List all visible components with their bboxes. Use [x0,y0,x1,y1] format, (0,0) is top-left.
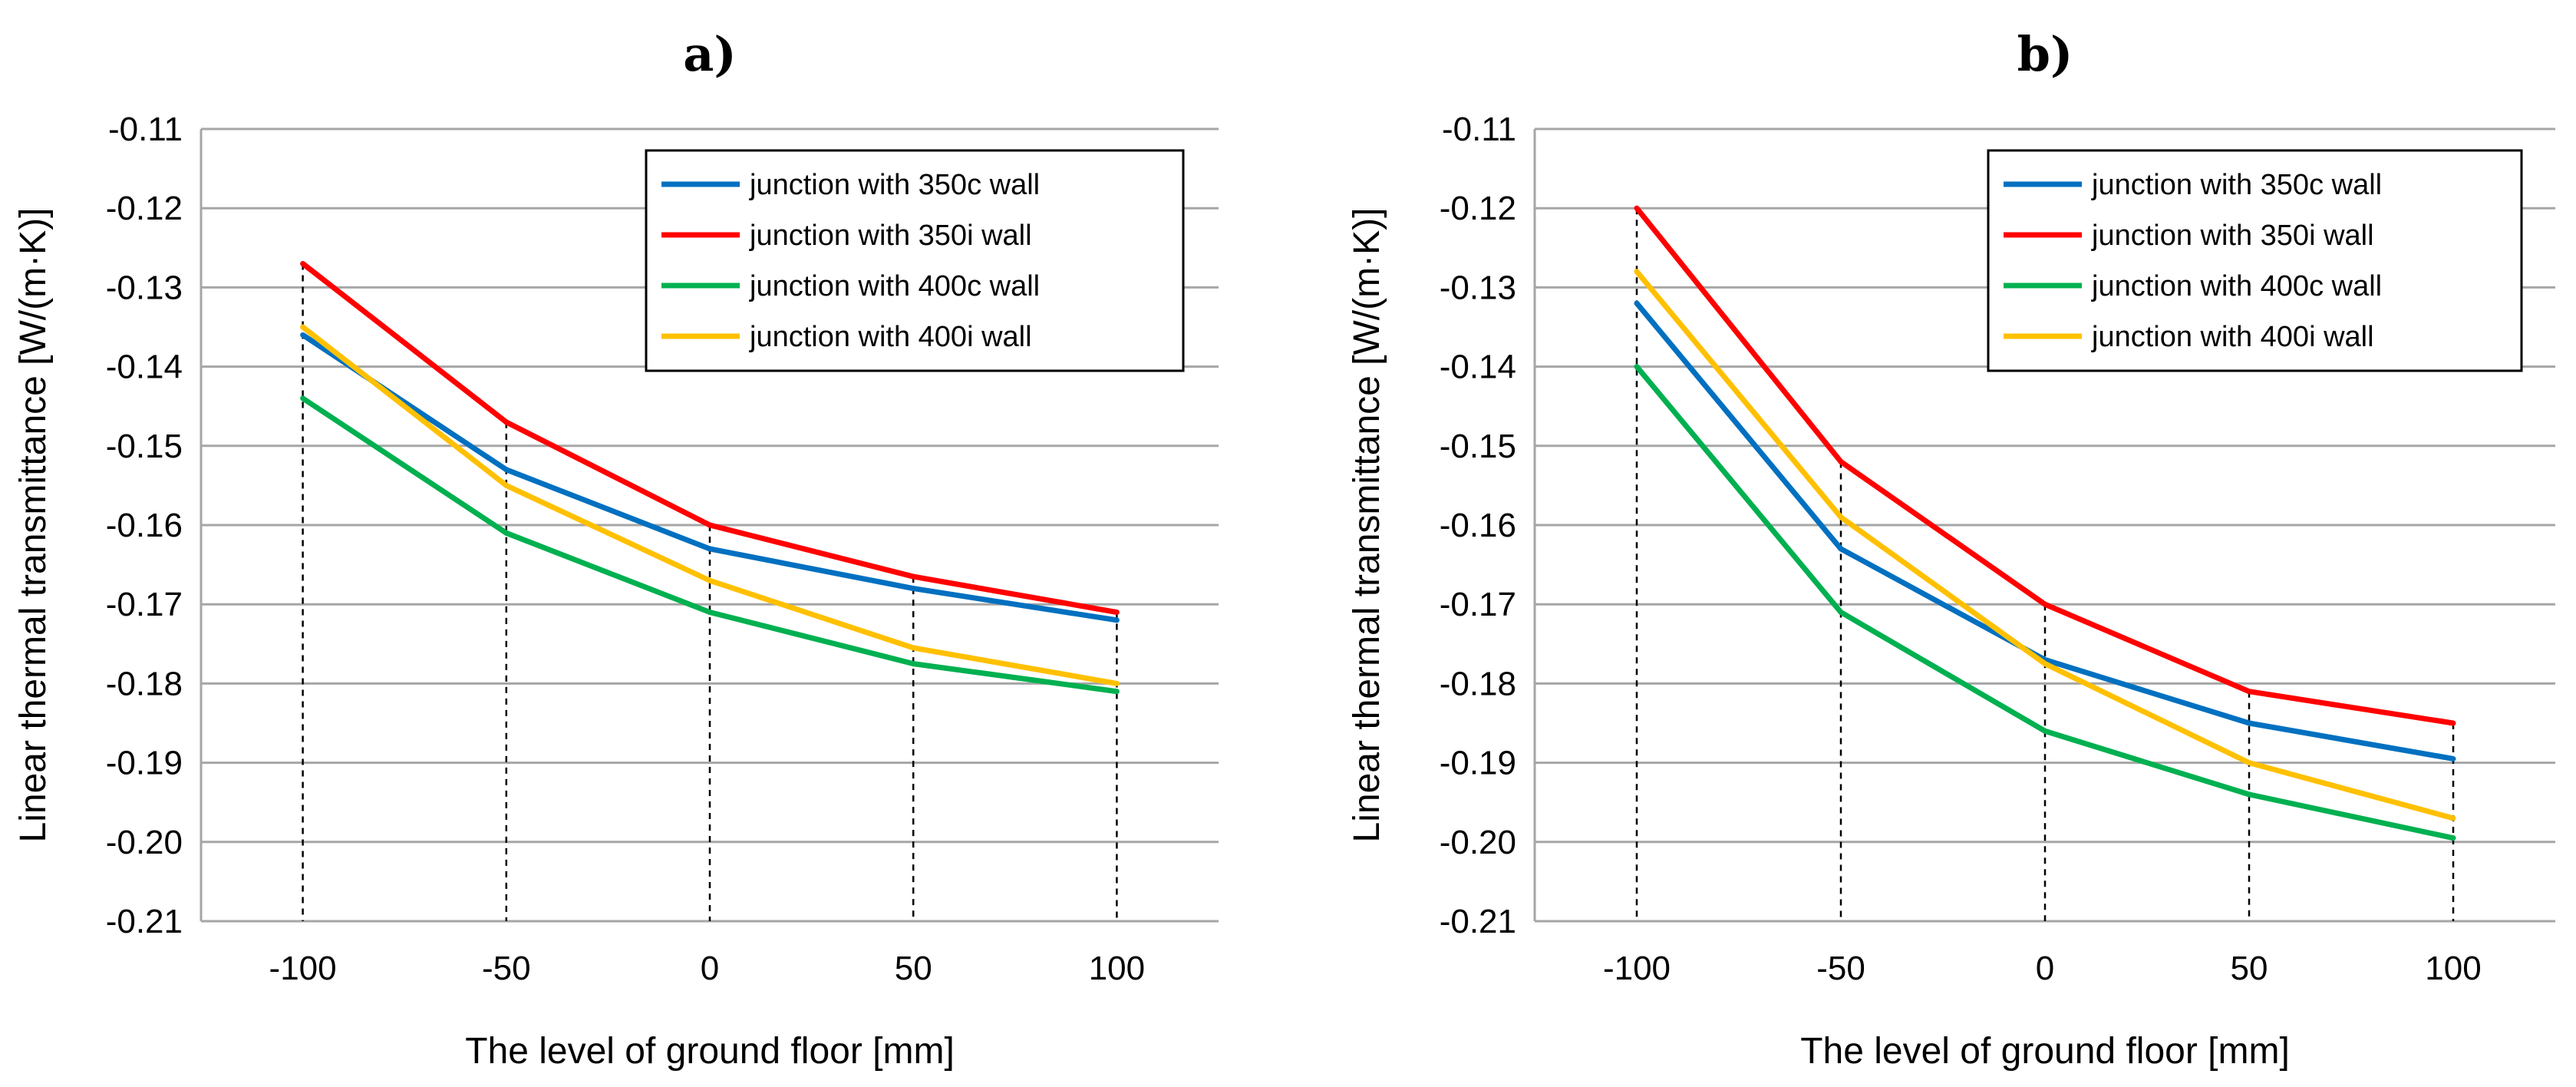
legend: junction with 350c wall junction with 350… [645,149,1185,372]
data-point [300,395,306,401]
data-point [2450,755,2456,762]
data-point [707,546,713,552]
x-tick-label: 50 [895,950,932,987]
x-tick-label: 0 [701,950,719,987]
data-point [2042,661,2048,667]
y-tick-label: -0.17 [1440,586,1516,623]
data-point [707,610,713,616]
x-axis-label: The level of ground floor [mm] [1800,1031,2290,1072]
y-tick-label: -0.17 [106,586,183,623]
data-point [503,530,510,536]
data-point [2042,601,2048,607]
x-tick-label: 100 [2425,950,2481,987]
legend-label: junction with 350c wall [749,169,1040,201]
y-axis-label: Linear thermal transmittance [W/(m·K)] [13,208,54,843]
legend-label: junction with 350i wall [2091,220,2374,252]
data-point [2246,689,2252,695]
data-point [2042,728,2048,734]
chart-title: a) [683,26,737,82]
x-tick-label: -50 [1816,950,1865,987]
data-point [1634,300,1640,306]
data-point [1113,617,1120,623]
y-tick-label: -0.19 [106,745,183,782]
data-point [2246,720,2252,726]
legend-label: junction with 400i wall [2091,321,2374,353]
y-tick-label: -0.20 [1440,824,1516,861]
data-point [1634,205,1640,211]
data-point [2450,720,2456,726]
x-tick-label: -50 [482,950,531,987]
data-point [1838,610,1844,616]
data-point [707,577,713,583]
y-tick-label: -0.20 [106,824,183,861]
data-point [1838,546,1844,552]
data-point [1113,610,1120,616]
data-point [300,324,306,330]
y-tick-label: -0.11 [1442,111,1516,148]
y-tick-label: -0.18 [106,665,183,702]
y-tick-label: -0.16 [106,507,183,544]
y-tick-label: -0.14 [106,349,183,386]
legend-label: junction with 350c wall [2091,169,2382,201]
y-tick-label: -0.19 [1440,745,1516,782]
data-point [707,522,713,528]
data-point [1838,458,1844,464]
x-tick-label: -100 [1603,950,1671,987]
y-tick-label: -0.15 [1440,428,1516,465]
y-tick-label: -0.12 [1440,190,1516,227]
data-point [910,661,916,667]
data-point [1113,689,1120,695]
data-point [503,467,510,473]
legend-label: junction with 400c wall [749,270,1040,302]
data-point [910,586,916,592]
x-tick-label: 0 [2036,950,2054,987]
x-tick-label: -100 [269,950,337,987]
data-point [2246,791,2252,798]
data-point [1838,514,1844,520]
x-tick-label: 50 [2231,950,2268,987]
y-tick-label: -0.13 [106,269,183,306]
legend: junction with 350c wall junction with 350… [1987,149,2523,372]
data-point [300,332,306,338]
data-point [300,260,306,266]
y-tick-label: -0.15 [106,428,183,465]
data-point [1634,364,1640,370]
chart-panel-a: a) -0.11 -0.12 -0.13 -0.14 -0.15 -0.16 -0.17 -0.… [13,26,1219,1072]
chart-panel-b: b) -0.11 -0.12 -0.13 -0.14 -0.15 -0.16 -0.17 -0.… [1347,26,2555,1072]
data-point [1634,269,1640,275]
y-tick-label: -0.11 [108,111,183,148]
legend-label: junction with 400i wall [749,321,1032,353]
x-axis-label: The level of ground floor [mm] [465,1031,955,1072]
chart-title: b) [2017,26,2073,82]
data-point [2450,815,2456,821]
data-point [910,645,916,651]
data-point [2246,760,2252,766]
y-tick-label: -0.13 [1440,269,1516,306]
x-tick-label: 100 [1089,950,1145,987]
legend-label: junction with 350i wall [749,220,1032,252]
data-point [910,573,916,580]
data-point [503,482,510,488]
y-tick-label: -0.16 [1440,507,1516,544]
y-tick-label: -0.14 [1440,349,1516,386]
data-point [1113,680,1120,686]
y-tick-label: -0.21 [1440,903,1516,940]
y-axis-label: Linear thermal transmittance [W/(m·K)] [1347,208,1387,843]
y-tick-label: -0.12 [106,190,183,227]
data-point [2450,835,2456,841]
data-point [503,419,510,425]
y-tick-label: -0.18 [1440,665,1516,702]
legend-label: junction with 400c wall [2091,270,2382,302]
y-tick-label: -0.21 [106,903,183,940]
